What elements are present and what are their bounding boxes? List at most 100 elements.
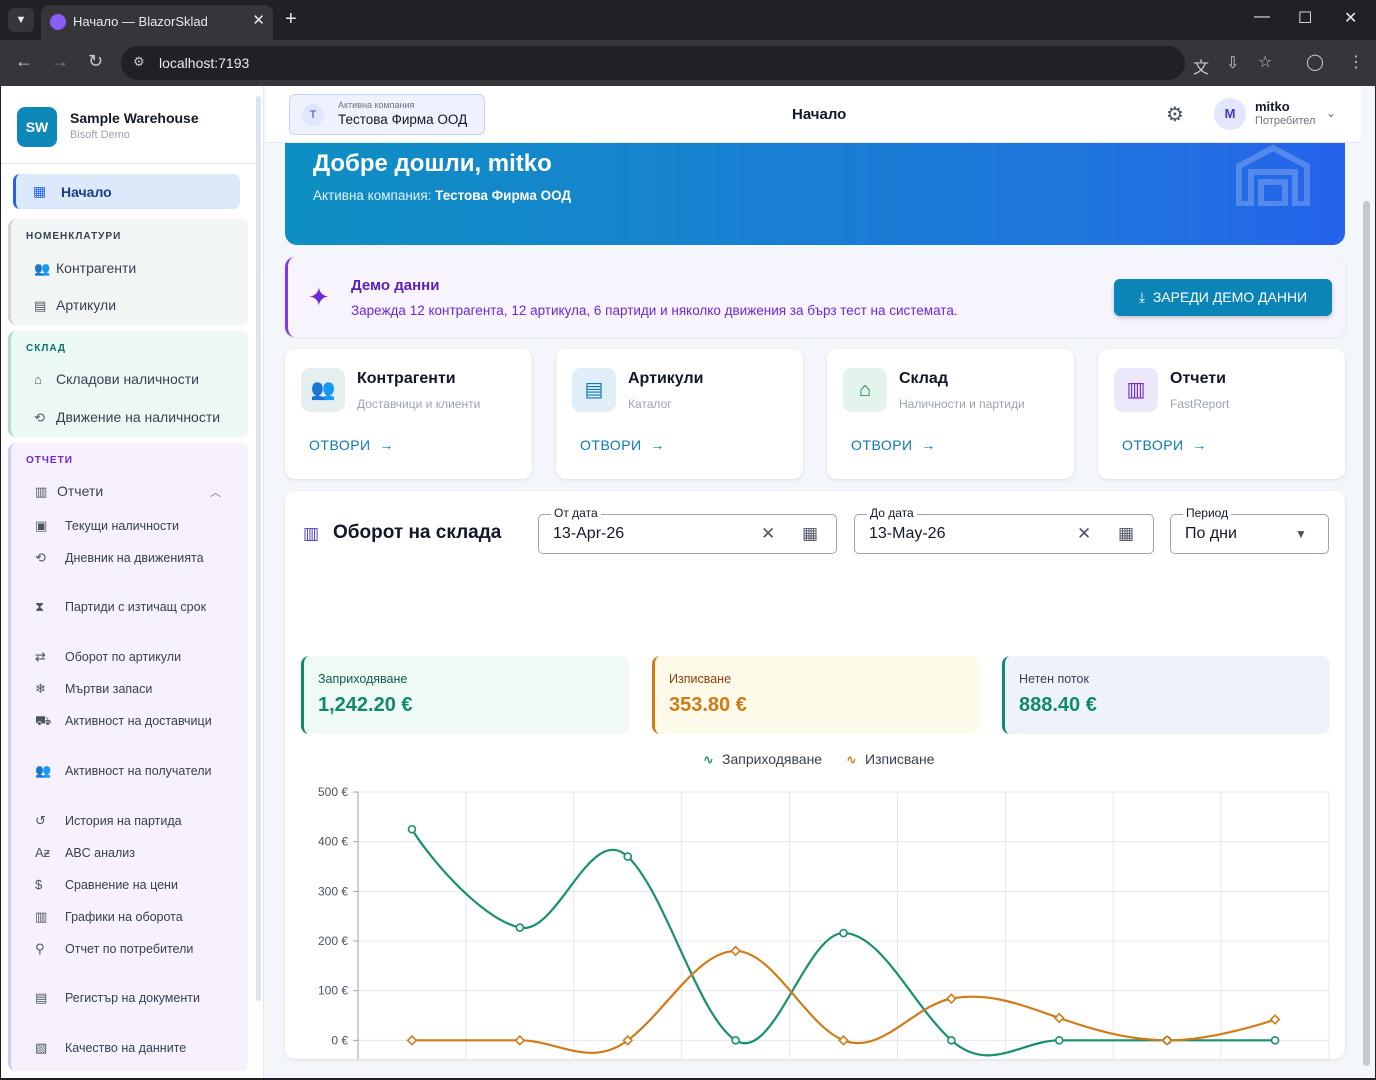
sidebar-item-stock[interactable]: ⌂ Складови наличности bbox=[34, 371, 200, 387]
card-reports[interactable]: ▥ Отчети FastReport ОТВОРИ → bbox=[1098, 349, 1345, 479]
report-data-quality[interactable]: ▧ Качество на данните bbox=[35, 1040, 187, 1055]
calendar-icon[interactable]: ▦ bbox=[802, 524, 819, 543]
card-warehouse[interactable]: ⌂ Склад Наличности и партиди ОТВОРИ → bbox=[827, 349, 1074, 479]
open-link[interactable]: ОТВОРИ → bbox=[1122, 437, 1207, 453]
data-point bbox=[514, 1034, 526, 1046]
y-tick-label: 500 € bbox=[318, 785, 348, 799]
report-batch-history[interactable]: ↺ История на партида bbox=[35, 813, 182, 828]
report-abc-analysis[interactable]: Aᵶ ABC анализ bbox=[35, 845, 135, 860]
truck-icon: ⛟ bbox=[35, 713, 52, 728]
report-document-register[interactable]: ▤ Регистър на документи bbox=[35, 990, 200, 1005]
page-title: Начало bbox=[792, 106, 847, 123]
data-point bbox=[406, 1034, 418, 1046]
back-icon[interactable]: ← bbox=[15, 51, 33, 71]
dropdown-arrow-icon[interactable]: ▼ bbox=[1295, 527, 1307, 541]
browser-menu-icon[interactable]: ⋮ bbox=[1348, 54, 1364, 71]
browser-tab-strip: ▼ Начало — BlazorSklad ✕ + — ☐ ✕ bbox=[0, 0, 1376, 40]
sidebar-item-articles[interactable]: ▤ Артикули bbox=[34, 297, 117, 313]
sidebar-item-stock-movement[interactable]: ⟲ Движение на наличности bbox=[34, 409, 221, 425]
from-date-field[interactable]: От дата 13-Apr-26 ✕ ▦ bbox=[538, 506, 837, 554]
bar-chart-icon: ▥ bbox=[1114, 368, 1158, 412]
browser-tab[interactable]: Начало — BlazorSklad ✕ bbox=[41, 5, 273, 40]
report-recipient-activity[interactable]: 👥 Активност на получатели bbox=[35, 763, 212, 778]
demo-text: Зарежда 12 контрагента, 12 артикула, 6 п… bbox=[351, 303, 958, 318]
sidebar-item-counterparties[interactable]: 👥 Контрагенти bbox=[34, 260, 137, 276]
data-point bbox=[1054, 1036, 1064, 1045]
hourglass-icon: ⧗ bbox=[35, 599, 45, 614]
gear-icon[interactable]: ⚙ bbox=[1166, 104, 1184, 126]
report-movement-journal[interactable]: ⟲ Дневник на движенията bbox=[35, 550, 204, 565]
open-link[interactable]: ОТВОРИ → bbox=[309, 437, 394, 453]
arrows-swap-icon: ⇄ bbox=[35, 649, 46, 664]
card-counterparties[interactable]: 👥 Контрагенти Доставчици и клиенти ОТВОР… bbox=[285, 349, 532, 479]
profile-icon[interactable]: ◯ bbox=[1306, 54, 1324, 71]
report-supplier-activity[interactable]: ⛟ Активност на доставчици bbox=[35, 713, 212, 728]
site-info-icon[interactable]: ⚙ bbox=[133, 54, 145, 69]
chevron-down-icon[interactable]: ⌄ bbox=[1326, 106, 1337, 120]
report-users[interactable]: ⚲ Отчет по потребители bbox=[35, 941, 194, 956]
report-article-turnover[interactable]: ⇄ Оборот по артикули bbox=[35, 649, 182, 664]
kpi-label: Изписване bbox=[669, 672, 732, 686]
user-role: Потребител bbox=[1255, 115, 1316, 127]
report-dead-stock[interactable]: ❄ Мъртви запаси bbox=[35, 681, 153, 696]
tab-search-button[interactable]: ▼ bbox=[8, 8, 34, 32]
new-tab-icon[interactable]: + bbox=[285, 8, 297, 30]
forward-icon[interactable]: → bbox=[51, 51, 69, 71]
to-date-field[interactable]: До дата 13-May-26 ✕ ▦ bbox=[854, 506, 1154, 554]
y-tick-label: 200 € bbox=[318, 934, 348, 948]
report-current-stock[interactable]: ▣ Текущи наличности bbox=[35, 518, 179, 533]
sidebar-item-reports[interactable]: ▥ Отчети bbox=[35, 483, 104, 499]
archive-icon: ▤ bbox=[35, 990, 48, 1005]
close-window-icon[interactable]: ✕ bbox=[1344, 10, 1358, 27]
clear-icon[interactable]: ✕ bbox=[761, 524, 776, 543]
legend-label: Изписване bbox=[865, 751, 935, 767]
bar-chart-icon: ▥ bbox=[35, 484, 48, 499]
bookmark-star-icon[interactable]: ☆ bbox=[1258, 54, 1273, 71]
install-app-icon[interactable]: ⇩ bbox=[1226, 55, 1240, 72]
price-icon: $ bbox=[35, 877, 43, 892]
field-value: По дни bbox=[1185, 525, 1237, 542]
user-name[interactable]: mitko bbox=[1255, 99, 1290, 114]
kpi-label: Нетен поток bbox=[1019, 672, 1089, 686]
report-price-comparison[interactable]: $ Сравнение на цени bbox=[35, 877, 178, 892]
kpi-value: 353.80 € bbox=[669, 694, 747, 716]
reload-icon[interactable]: ↻ bbox=[88, 51, 104, 71]
url-text: localhost:7193 bbox=[159, 55, 250, 71]
calendar-icon[interactable]: ▦ bbox=[1118, 524, 1135, 543]
period-select[interactable]: Период По дни ▼ bbox=[1170, 506, 1329, 554]
card-title: Отчети bbox=[1170, 370, 1226, 387]
user-search-icon: ⚲ bbox=[35, 941, 45, 956]
chevron-up-icon[interactable]: ︿ bbox=[210, 487, 221, 499]
data-point bbox=[515, 923, 525, 932]
card-articles[interactable]: ▤ Артикули Каталог ОТВОРИ → bbox=[556, 349, 803, 479]
company-avatar: T bbox=[302, 104, 324, 126]
minimize-icon[interactable]: — bbox=[1254, 8, 1270, 25]
sidebar-scrollbar[interactable] bbox=[256, 96, 261, 1001]
translate-icon[interactable]: 文 bbox=[1193, 60, 1210, 77]
close-tab-icon[interactable]: ✕ bbox=[252, 12, 265, 29]
company-selector[interactable]: T Активна компания Тестова Фирма ООД bbox=[289, 94, 485, 135]
card-title: Склад bbox=[899, 370, 948, 387]
data-point bbox=[946, 993, 957, 1004]
company-name: Тестова Фирма ООД bbox=[338, 112, 468, 127]
sidebar-item-home[interactable]: ▦ Начало bbox=[13, 174, 240, 209]
load-demo-data-button[interactable]: ⤓ ЗАРЕДИ ДЕМО ДАННИ bbox=[1114, 279, 1332, 316]
group-header: СКЛАД bbox=[26, 343, 67, 354]
brand: SW Sample Warehouse Bisoft Demo bbox=[1, 86, 256, 164]
main-scrollbar[interactable] bbox=[1363, 201, 1370, 1066]
data-point bbox=[407, 824, 417, 834]
user-avatar[interactable]: M bbox=[1214, 98, 1246, 130]
url-field[interactable]: ⚙ localhost:7193 文 ⇩ ☆ bbox=[121, 46, 1272, 80]
maximize-icon[interactable]: ☐ bbox=[1298, 10, 1313, 27]
y-tick-label: 400 € bbox=[318, 835, 348, 849]
clear-icon[interactable]: ✕ bbox=[1077, 524, 1092, 543]
open-link[interactable]: ОТВОРИ → bbox=[851, 437, 936, 453]
open-link[interactable]: ОТВОРИ → bbox=[580, 437, 665, 453]
report-expiring-batches[interactable]: ⧗ Партиди с изтичащ срок bbox=[35, 599, 207, 614]
data-point bbox=[1161, 1034, 1173, 1046]
series-line-1 bbox=[411, 949, 1276, 1054]
brand-sub: Bisoft Demo bbox=[70, 129, 130, 141]
warehouse-icon: ⌂ bbox=[34, 372, 42, 387]
report-turnover-charts[interactable]: ▥ Графики на оборота bbox=[35, 909, 183, 924]
turnover-chart: -100 €0 €100 €200 €300 €400 €500 €13.042… bbox=[318, 751, 1330, 1059]
